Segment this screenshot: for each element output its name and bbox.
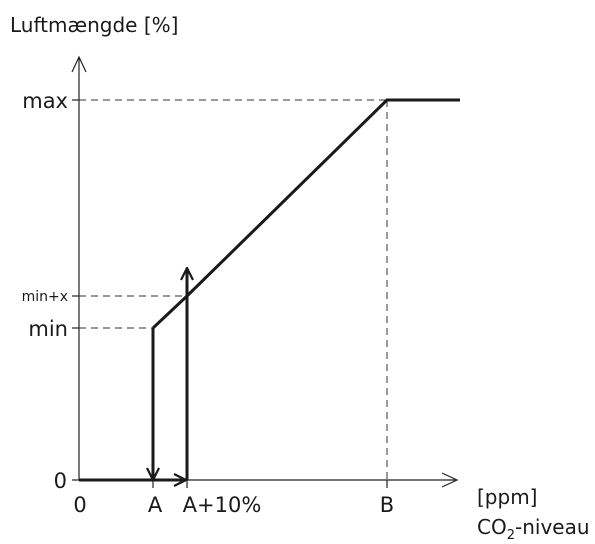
y-axis-label: Luftmængde [%] [10, 13, 178, 37]
x-axis-label-main: CO [477, 515, 507, 539]
y-tick-label-min: min [28, 317, 68, 341]
y-tick-label-zero: 0 [54, 469, 67, 493]
axes [71, 55, 459, 488]
x-tick-label-b: B [380, 493, 394, 517]
x-tick-label-a10: A+10% [183, 493, 262, 517]
data-series [79, 98, 460, 480]
y-tick-label-max: max [22, 89, 68, 113]
x-axis-arrow-icon [441, 472, 459, 488]
tick-marks [72, 99, 388, 488]
x-axis-label: CO2-niveau [477, 515, 590, 543]
series-start-min [151, 294, 189, 330]
reference-lines [79, 99, 388, 480]
series-ramp [185, 98, 389, 298]
x-tick-label-zero: 0 [73, 493, 86, 517]
y-tick-label-minx: min+x [22, 289, 68, 305]
x-axis-unit-label: [ppm] [477, 485, 537, 509]
x-tick-label-a: A [148, 493, 163, 517]
y-axis-arrow-icon [71, 55, 87, 73]
x-axis-label-subscript: 2 [507, 528, 515, 543]
x-axis-label-suffix: -niveau [515, 515, 590, 539]
